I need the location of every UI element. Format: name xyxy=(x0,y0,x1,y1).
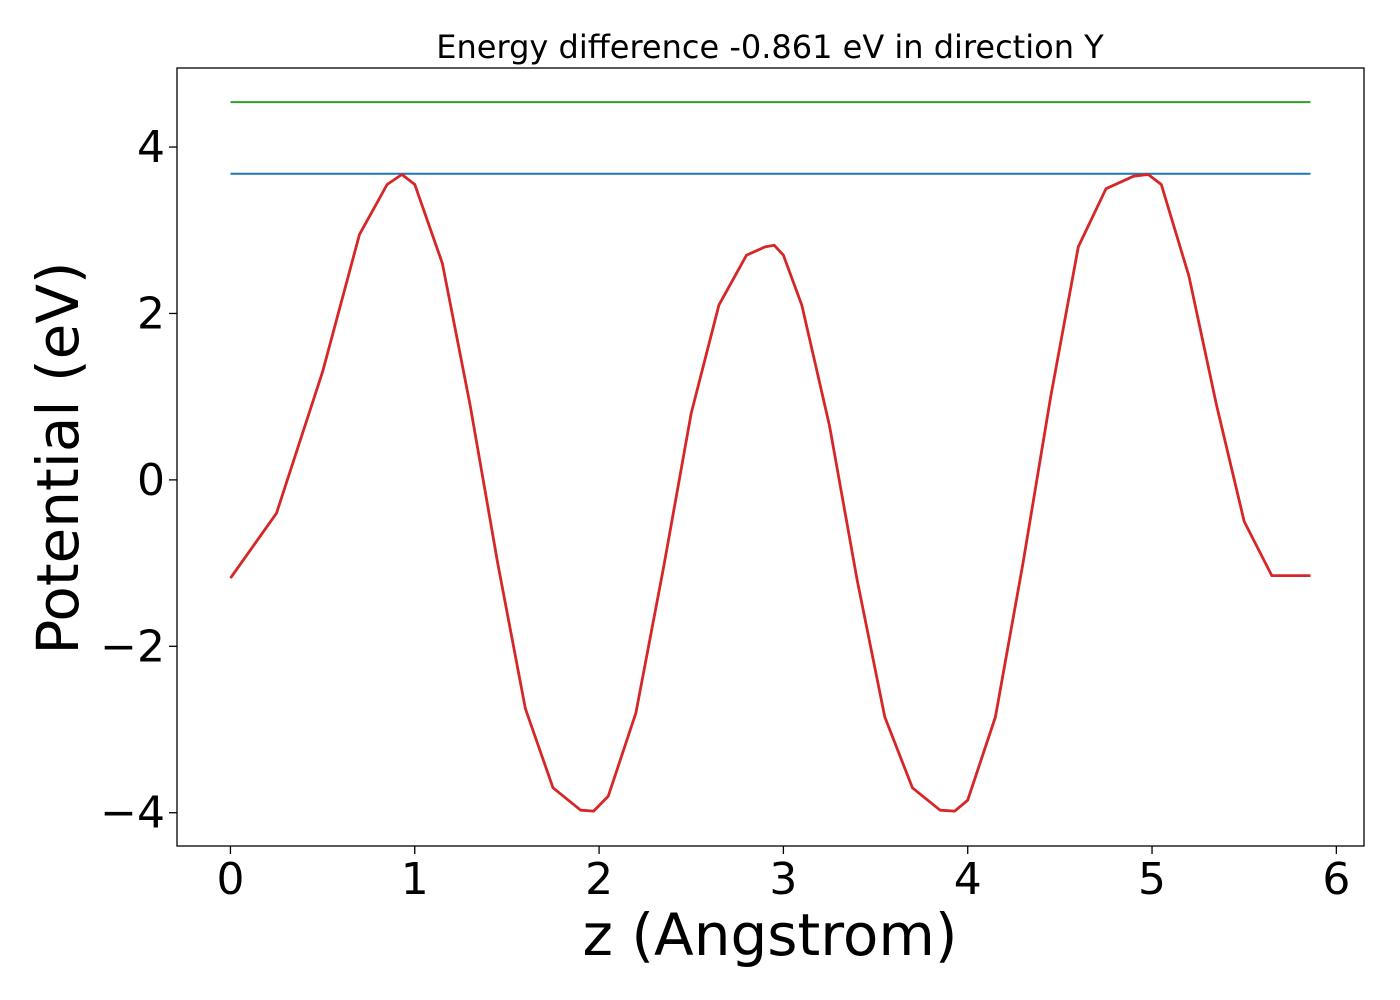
y-axis: −4 −2 0 2 4 xyxy=(100,122,177,839)
plot-lines xyxy=(229,101,1311,813)
x-axis-label: z (Angstrom) xyxy=(583,901,958,969)
y-tick-label: −2 xyxy=(100,621,165,672)
x-tick-label: 2 xyxy=(585,854,613,905)
y-tick-label: −4 xyxy=(100,788,165,839)
x-tick-label: 1 xyxy=(401,854,429,905)
chart-title: Energy difference -0.861 eV in direction… xyxy=(436,28,1104,66)
x-axis: 0 1 2 3 4 5 6 xyxy=(216,846,1350,905)
series-line-3 xyxy=(229,173,1311,813)
x-tick-label: 6 xyxy=(1322,854,1350,905)
plot-frame xyxy=(176,67,1365,847)
y-tick-label: 4 xyxy=(137,122,165,173)
x-tick-label: 5 xyxy=(1138,854,1166,905)
x-tick-label: 0 xyxy=(216,854,244,905)
x-tick-label: 3 xyxy=(769,854,797,905)
y-axis-label: Potential (eV) xyxy=(24,261,92,654)
y-tick-label: 0 xyxy=(137,455,165,506)
y-tick-label: 2 xyxy=(137,288,165,339)
x-tick-label: 4 xyxy=(954,854,982,905)
